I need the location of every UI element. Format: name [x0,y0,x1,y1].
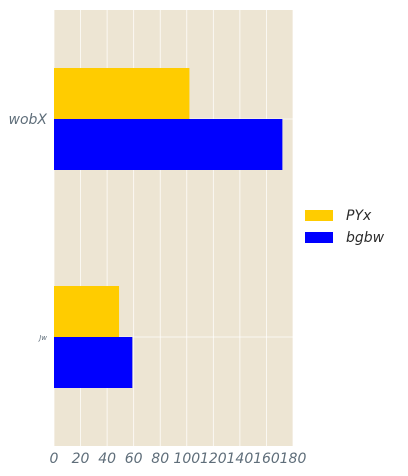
x-axis-ticks: 0 20 40 60 80 100 120 140 160 180 [50,451,307,467]
legend-swatch [305,210,333,221]
x-tick-label: 180 [280,451,307,467]
y-axis-ticks: wobX Jw [9,112,48,342]
legend-swatch [305,232,333,243]
x-tick-label: 20 [72,451,90,467]
legend-label: bgbw [346,230,385,246]
x-tick-label: 120 [200,451,227,467]
x-tick-label: 140 [227,451,254,467]
bars [54,68,283,388]
x-tick-label: 100 [173,451,200,467]
bar-bgbw-wobX [54,119,283,170]
y-tick-label: Jw [37,334,47,342]
x-tick-label: 0 [50,451,59,467]
bar-PYx-Jw [54,286,120,337]
legend-label: PYx [346,208,372,224]
y-tick-label: wobX [9,112,48,128]
bar-bgbw-Jw [54,337,133,388]
bar-PYx-wobX [54,68,190,119]
x-tick-label: 80 [151,451,169,467]
x-tick-label: 40 [98,451,116,467]
legend: PYx bgbw [305,208,385,246]
x-tick-label: 160 [253,451,280,467]
x-tick-label: 60 [125,451,143,467]
